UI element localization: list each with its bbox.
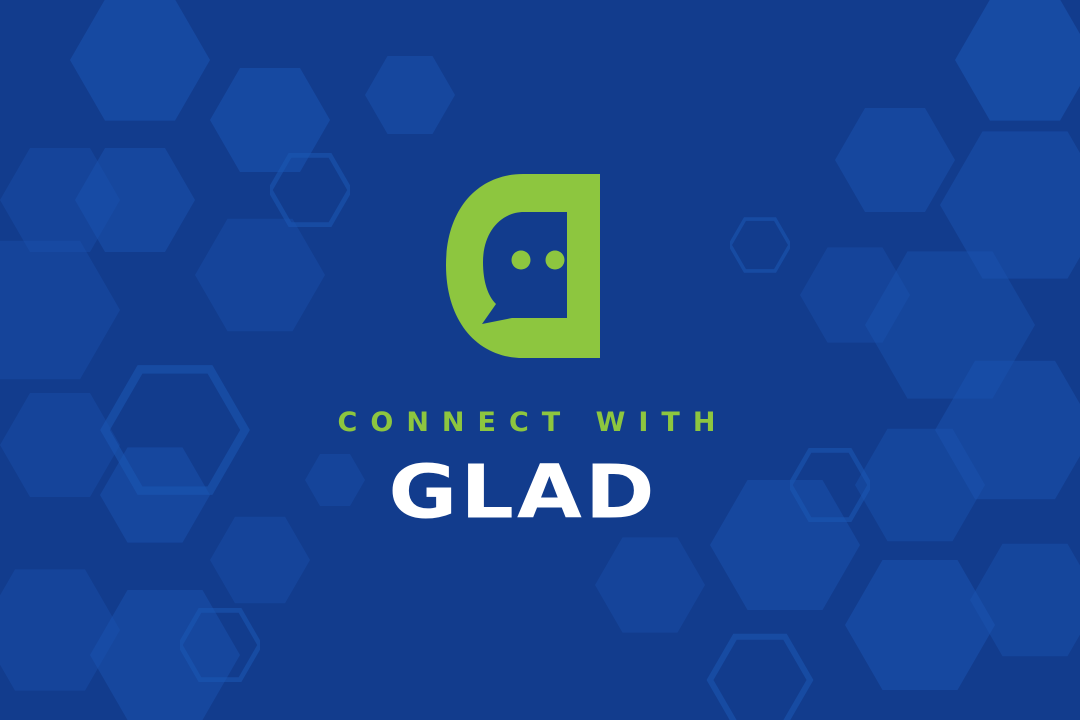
brand-name: GLAD xyxy=(388,448,658,536)
g-chat-bubble-icon xyxy=(446,174,600,358)
tagline-text: CONNECT WITH xyxy=(337,407,729,438)
